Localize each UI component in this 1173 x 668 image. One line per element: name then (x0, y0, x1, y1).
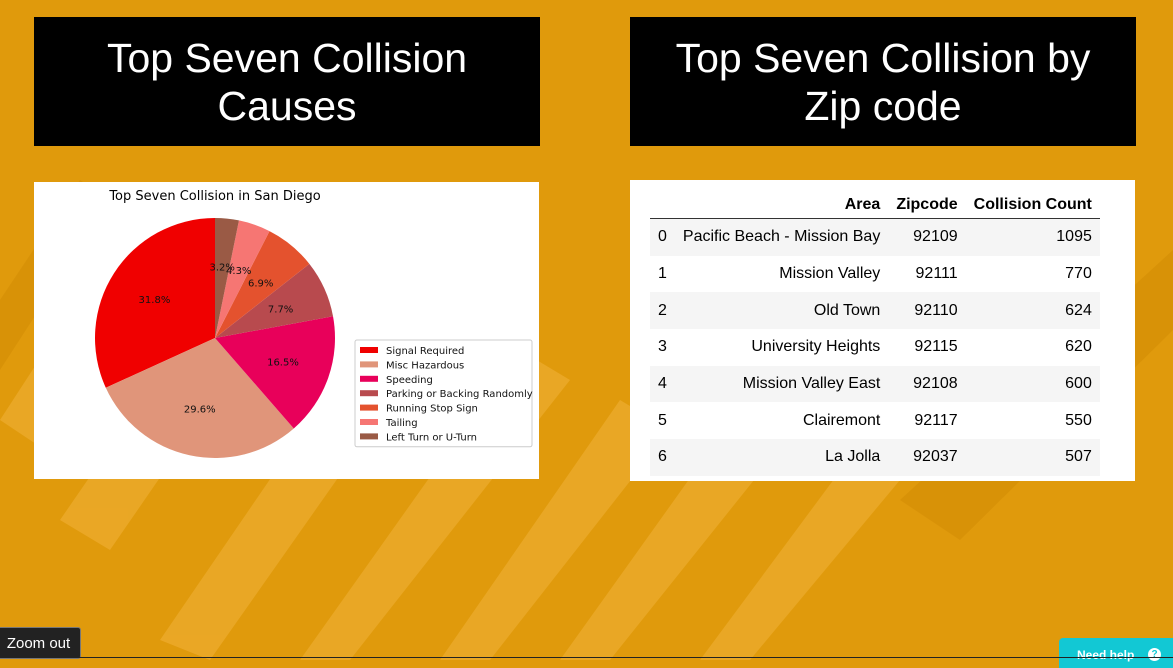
pie-label-3: 7.7% (268, 304, 293, 315)
legend-swatch-2 (360, 375, 378, 382)
legend-label-4: Running Stop Sign (386, 404, 478, 415)
zip-table-panel: Area Zipcode Collision Count 0 Pacific B… (630, 180, 1135, 481)
pie-slice-2 (215, 316, 335, 429)
pie-label-0: 31.8% (139, 295, 171, 306)
pie-slice-3 (215, 263, 334, 338)
row-area: Mission Valley East (674, 365, 889, 403)
pie-label-1: 29.6% (184, 404, 216, 415)
row-index: 2 (650, 292, 675, 330)
legend-box (354, 339, 533, 448)
legend-swatch-5 (360, 419, 378, 425)
need-help-label: Need help (1077, 648, 1135, 662)
legend-swatch-4 (360, 404, 378, 411)
table-row: 3 University Heights 92115 620 (650, 329, 1100, 366)
legend-label-2: Speeding (386, 375, 433, 386)
row-count: 550 (1065, 411, 1092, 429)
header-collision-count: Collision Count (965, 186, 1100, 219)
table-row: 2 Old Town 92110 624 (650, 292, 1100, 330)
pie-chart-panel: Top Seven Collision in San Diego 31.8% 29… (34, 182, 539, 479)
pie-slice-5 (215, 220, 270, 338)
row-area: La Jolla (674, 439, 889, 476)
pie-label-6: 3.2% (210, 262, 235, 273)
legend-label-1: Misc Hazardous (386, 360, 464, 371)
pie-slice-1 (105, 338, 294, 459)
zip-collision-table: Area Zipcode Collision Count 0 Pacific B… (650, 186, 1100, 476)
row-zipcode: 92110 (888, 292, 966, 330)
legend-swatch-6 (360, 433, 378, 440)
row-count: 600 (965, 365, 1100, 403)
row-area: Clairemont (802, 411, 881, 429)
row-area: Pacific Beach - Mission Bay (674, 218, 889, 256)
row-zipcode: 92037 (888, 439, 966, 476)
header-area: Area (674, 186, 889, 219)
legend-swatch-3 (360, 390, 378, 397)
row-count: 507 (965, 439, 1100, 476)
legend-swatch-1 (360, 361, 378, 368)
left-title: Top Seven Collision Causes (34, 17, 540, 146)
row-index: 0 (650, 218, 675, 256)
row-index: 1 (658, 265, 667, 283)
table-row: 6 La Jolla 92037 507 (650, 439, 1100, 476)
right-title: Top Seven Collision by Zip code (630, 17, 1136, 146)
table-row: 0 Pacific Beach - Mission Bay 92109 1095 (650, 218, 1100, 256)
pie-slice-6 (215, 218, 239, 338)
row-index: 4 (650, 365, 675, 403)
question-icon: ? (1148, 648, 1161, 661)
pie-slice-4 (215, 231, 310, 338)
header-index (650, 186, 675, 219)
row-index: 5 (658, 411, 667, 429)
table-row: 4 Mission Valley East 92108 600 (650, 365, 1100, 403)
table-row: 5 Clairemont 92117 550 (650, 402, 1100, 439)
row-zipcode: 92109 (888, 218, 966, 256)
row-count: 770 (1065, 265, 1092, 283)
pie-label-2: 16.5% (267, 358, 299, 369)
row-index: 3 (658, 338, 667, 356)
legend-swatch-0 (360, 347, 378, 353)
legend-label-3: Parking or Backing Randomly (386, 389, 533, 400)
zoom-out-button[interactable]: Zoom out (0, 627, 81, 659)
row-count: 620 (1065, 338, 1092, 356)
bottom-border (0, 657, 1173, 658)
chart-title: Top Seven Collision in San Diego (108, 189, 320, 204)
row-zipcode: 92111 (915, 265, 958, 283)
row-count: 624 (965, 292, 1100, 330)
pie-label-4: 6.9% (248, 278, 273, 289)
row-area: Old Town (674, 292, 889, 330)
row-zipcode: 92115 (914, 338, 958, 356)
table-header-row: Area Zipcode Collision Count (650, 186, 1100, 219)
row-zipcode: 92108 (888, 365, 966, 403)
pie-label-5: 4.3% (226, 266, 251, 277)
pie-chart: Top Seven Collision in San Diego 31.8% 29… (94, 189, 533, 459)
header-zipcode: Zipcode (888, 186, 966, 219)
legend-label-0: Signal Required (386, 346, 464, 357)
row-area: University Heights (751, 338, 881, 356)
row-index: 6 (650, 439, 675, 476)
row-area: Mission Valley (779, 265, 881, 283)
row-zipcode: 92117 (914, 411, 958, 429)
pie-slice-0 (94, 218, 215, 388)
table-row: 1 Mission Valley 92111 770 (650, 256, 1100, 293)
need-help-button[interactable]: Need help ? (1059, 638, 1173, 668)
legend-label-6: Left Turn or U-Turn (386, 432, 477, 443)
legend-label-5: Tailing (385, 418, 418, 429)
row-count: 1095 (965, 218, 1100, 256)
